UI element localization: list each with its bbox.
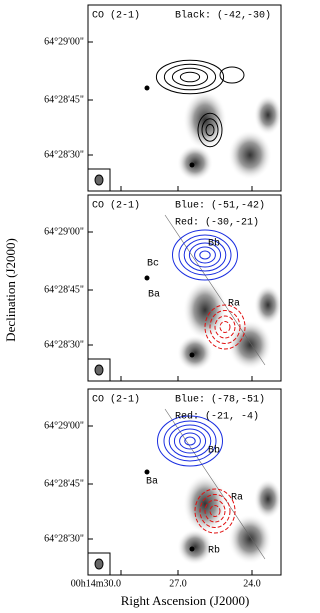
contour (209, 505, 221, 517)
y-tick-label: 64°28'45" (44, 478, 84, 489)
source (144, 85, 150, 91)
velocity-range: Blue: (-51,-42) (175, 200, 265, 212)
source (144, 275, 150, 281)
emission (177, 529, 213, 565)
emission (254, 285, 282, 325)
beam-box (87, 552, 111, 576)
velocity-range: Blue: (-78,-51) (175, 394, 265, 406)
contour (204, 499, 226, 523)
x-tick-label: 24.0 (243, 578, 261, 589)
contour (199, 250, 211, 260)
contour (168, 424, 212, 458)
contour (184, 436, 196, 446)
contour (204, 304, 246, 350)
source (189, 352, 195, 358)
emission (183, 474, 227, 534)
y-tick-label: 64°28'30" (44, 533, 84, 544)
contour (209, 310, 241, 344)
panel-frame (87, 194, 282, 382)
y-tick-label: 64°29'00" (44, 226, 84, 237)
contour (194, 488, 236, 534)
source (189, 546, 195, 552)
knot-label: Bb (208, 238, 220, 250)
contour (201, 118, 219, 142)
source (144, 469, 150, 475)
knot-label: Bb (208, 445, 220, 457)
beam-box (87, 358, 111, 382)
contour (172, 229, 238, 281)
beam-box (87, 168, 111, 192)
knot-label: Rb (208, 545, 220, 557)
contour (183, 238, 227, 272)
line-label: CO (2-1) (92, 10, 140, 22)
beam (94, 174, 104, 186)
emission (228, 320, 272, 370)
contour (163, 420, 217, 462)
contour (171, 67, 209, 87)
panel-frame (87, 4, 282, 192)
contour (179, 432, 201, 450)
emission (177, 145, 213, 181)
velocity-range: Black: (-42,-30) (175, 10, 271, 22)
y-tick-label: 64°29'00" (44, 36, 84, 47)
contour (199, 494, 231, 528)
source (189, 162, 195, 168)
knot-label: Ba (148, 290, 160, 301)
line-label: CO (2-1) (92, 200, 140, 212)
contour (173, 428, 207, 454)
x-tick-label: 27.0 (169, 578, 187, 589)
emission (228, 130, 272, 180)
contour (178, 234, 232, 276)
emission (183, 90, 227, 150)
y-tick-label: 64°28'30" (44, 339, 84, 350)
knot-label: Ra (231, 493, 243, 504)
emission (254, 95, 282, 135)
contour (219, 66, 245, 84)
contour (163, 63, 217, 91)
contour (155, 59, 225, 95)
emission (254, 479, 282, 519)
contour (219, 321, 231, 333)
knot-label: Ra (228, 299, 240, 310)
y-tick-label: 64°28'45" (44, 284, 84, 295)
contour (214, 315, 236, 339)
panel-frame (87, 388, 282, 576)
figure: Declination (J2000) Right Ascension (J20… (3, 4, 282, 608)
y-tick-label: 64°28'45" (44, 94, 84, 105)
line-label: CO (2-1) (92, 394, 140, 406)
outflow-axis (164, 214, 266, 366)
contour (188, 242, 222, 268)
x-axis-label: Right Ascension (J2000) (121, 593, 250, 608)
contour (197, 112, 223, 148)
emission (177, 335, 213, 371)
velocity-range: Red: (-30,-21) (175, 217, 259, 229)
contour (157, 415, 223, 467)
contour (205, 123, 215, 137)
contour (194, 246, 216, 264)
beam (94, 364, 104, 376)
emission (183, 280, 227, 340)
velocity-range: Red: (-21, -4) (175, 411, 259, 423)
knot-label: Ba (146, 477, 158, 488)
y-tick-label: 64°28'30" (44, 149, 84, 160)
x-tick-label: 00h14m30.0 (71, 578, 121, 589)
knot-label: Bc (147, 259, 159, 270)
y-tick-label: 64°29'00" (44, 420, 84, 431)
beam (94, 558, 104, 570)
emission (228, 514, 272, 564)
contour (179, 71, 201, 83)
outflow-axis (164, 408, 266, 560)
y-axis-label: Declination (J2000) (3, 238, 18, 342)
